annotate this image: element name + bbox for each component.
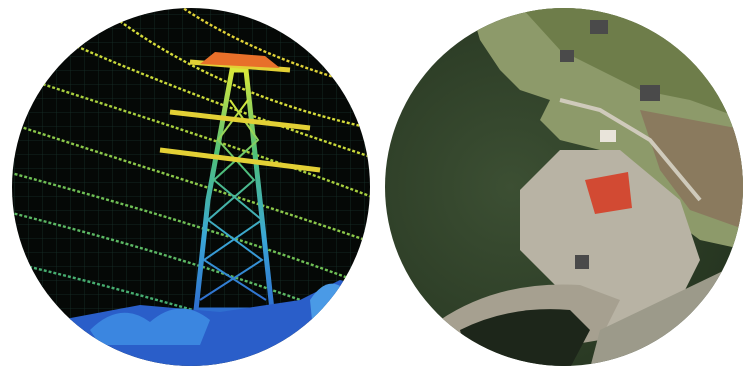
wire	[12, 258, 370, 366]
trees	[90, 308, 210, 345]
house	[600, 130, 616, 142]
red-roof	[585, 172, 632, 214]
house	[590, 20, 608, 34]
wire	[12, 118, 370, 247]
woodland	[640, 110, 743, 230]
lidar-scan	[12, 8, 370, 366]
road	[559, 98, 702, 202]
house	[640, 85, 660, 101]
tower-top	[200, 52, 280, 68]
houses	[560, 20, 660, 269]
house	[560, 50, 574, 62]
house	[575, 255, 589, 269]
wire	[12, 168, 370, 292]
aerial-photo	[385, 8, 743, 366]
wire	[12, 68, 370, 202]
tower-lattice	[199, 99, 267, 301]
wire	[179, 8, 370, 92]
